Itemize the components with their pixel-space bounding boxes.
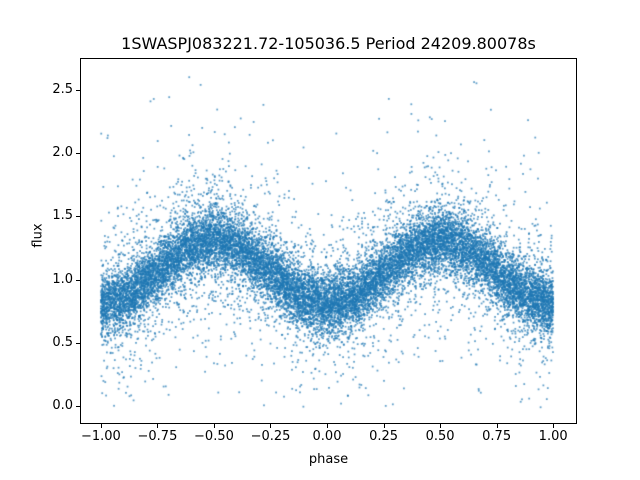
plot-area: [80, 58, 577, 424]
x-tick-label: 0.00: [312, 429, 342, 444]
x-tick-label: −1.00: [80, 429, 121, 444]
x-tick: [440, 424, 442, 428]
x-tick: [327, 424, 329, 428]
x-tick-label: 1.00: [538, 429, 568, 444]
x-tick: [270, 424, 272, 428]
chart-title: 1SWASPJ083221.72-105036.5 Period 24209.8…: [121, 34, 536, 53]
y-tick: [76, 89, 80, 91]
x-tick: [496, 424, 498, 428]
x-tick: [157, 424, 159, 428]
y-tick: [76, 279, 80, 281]
y-tick-label: 0.0: [52, 398, 73, 414]
x-tick: [383, 424, 385, 428]
y-tick-label: 0.5: [52, 334, 73, 350]
x-tick-label: 0.75: [482, 429, 512, 444]
x-tick-label: 0.25: [369, 429, 399, 444]
y-tick: [76, 342, 80, 344]
x-tick: [213, 424, 215, 428]
x-tick: [553, 424, 555, 428]
scatter-canvas: [81, 59, 576, 423]
y-tick: [76, 153, 80, 155]
x-tick-label: −0.75: [137, 429, 178, 444]
y-tick-label: 2.0: [52, 145, 73, 161]
y-tick: [76, 406, 80, 408]
x-tick-label: −0.50: [194, 429, 234, 444]
y-tick-label: 1.5: [52, 208, 73, 224]
y-tick: [76, 216, 80, 218]
y-tick-label: 1.0: [52, 271, 73, 287]
x-tick-label: 0.50: [425, 429, 455, 444]
x-tick: [100, 424, 102, 428]
x-axis-label: phase: [308, 452, 349, 467]
x-tick-label: −0.25: [250, 429, 291, 444]
y-tick-label: 2.5: [52, 81, 73, 97]
